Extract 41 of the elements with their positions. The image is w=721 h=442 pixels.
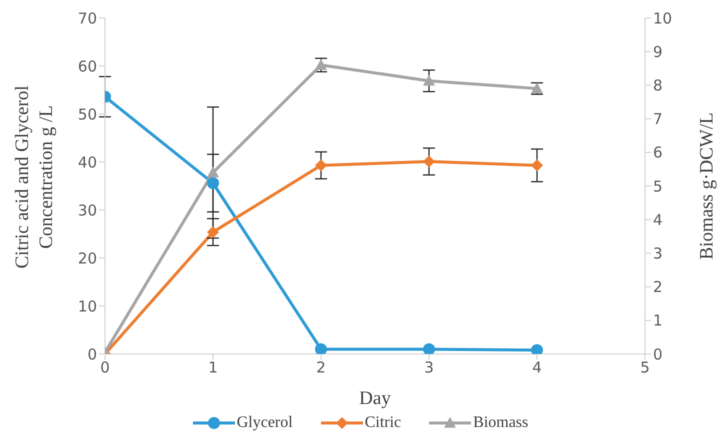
y2-tick-label: 3 — [653, 244, 663, 263]
y-axis-title: Citric acid and Glycerol Concentration g /L — [12, 85, 57, 269]
y-tick-label: 20 — [78, 249, 97, 268]
y-tick-label: 70 — [78, 9, 97, 28]
point — [423, 156, 435, 168]
point — [207, 177, 219, 190]
y2-tick-label: 10 — [653, 9, 672, 28]
y2-tick-label: 2 — [653, 278, 663, 296]
y-tick-label: 60 — [78, 57, 97, 76]
y-tick-label: 40 — [78, 153, 97, 172]
point — [315, 343, 327, 354]
y-tick-label: 10 — [78, 297, 97, 316]
y2-tick-label: 4 — [653, 210, 663, 229]
point — [423, 343, 435, 354]
y2-tick-label: 6 — [653, 144, 663, 162]
y2-tick-label: 0 — [653, 345, 663, 364]
x-tick-label: 5 — [640, 358, 650, 377]
legend-label: Glycerol — [236, 414, 293, 432]
legend-label: Biomass — [472, 414, 528, 432]
legend-label: Citric — [364, 414, 402, 432]
x-tick-label: 1 — [208, 358, 218, 377]
y-tick-label: 0 — [87, 345, 97, 364]
y-tick-label: 30 — [78, 201, 97, 220]
point — [315, 159, 327, 172]
y2-tick-label: 1 — [653, 312, 663, 330]
x-tick-label: 4 — [532, 358, 542, 377]
y2-tick-label: 9 — [653, 42, 663, 61]
point — [207, 226, 219, 238]
y-tick-label: 50 — [78, 105, 97, 124]
y2-tick-label: 7 — [653, 110, 663, 128]
x-tick-label: 2 — [316, 358, 326, 377]
x-tick-label: 0 — [100, 358, 110, 377]
x-axis-title: Day — [359, 388, 392, 409]
y2-axis-title: Biomass g·DCW/L — [696, 112, 718, 260]
x-tick-label: 3 — [424, 358, 434, 377]
point — [207, 166, 219, 178]
y2-tick-label: 8 — [653, 76, 663, 95]
y2-tick-label: 5 — [653, 177, 663, 196]
point — [423, 74, 435, 86]
point — [315, 59, 327, 70]
point — [531, 159, 543, 172]
